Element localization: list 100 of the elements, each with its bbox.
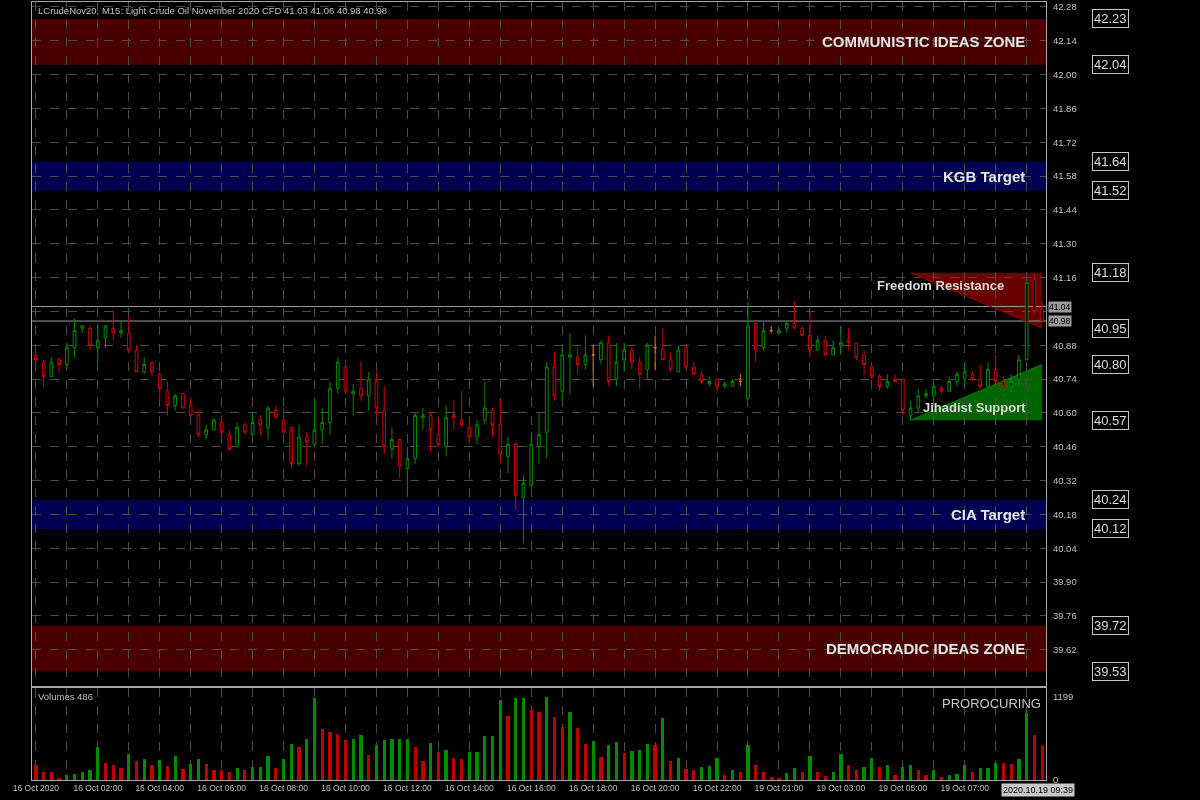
candlestick (204, 424, 209, 440)
candlestick (614, 342, 619, 387)
y-tick-label: 40.88 (1052, 339, 1077, 351)
annotation: Freedom Resistance (877, 278, 1005, 293)
bar (383, 740, 386, 780)
bar (119, 768, 123, 780)
band-label: KGB Target (943, 168, 1026, 185)
candlestick (498, 397, 503, 465)
y-tick-label: 40.32 (1052, 474, 1077, 486)
x-tick-label: 19 Oct 05:00 (878, 783, 928, 794)
candlestick (668, 351, 673, 373)
candlestick (792, 301, 797, 329)
band-label: DEMOCRADIC IDEAS ZONE (826, 640, 1026, 657)
candlestick (219, 414, 224, 436)
bar (367, 755, 370, 780)
bar (545, 697, 548, 780)
y-tick-label: 41.44 (1052, 204, 1077, 216)
bar (236, 768, 239, 780)
candlestick (893, 373, 897, 382)
candlestick (955, 371, 959, 387)
bar (150, 765, 154, 780)
bar (50, 772, 53, 780)
bar (739, 772, 742, 780)
y-tick-label: 41.58 (1052, 170, 1077, 182)
candlestick (475, 419, 479, 445)
candlestick (165, 380, 170, 416)
bar (220, 770, 223, 780)
bar (274, 768, 277, 780)
bar (801, 772, 804, 780)
candlestick (250, 412, 255, 436)
bar (158, 760, 161, 780)
text: 40.24 (1094, 492, 1127, 507)
candlestick (544, 361, 549, 460)
bar (174, 756, 177, 780)
candlestick (421, 407, 425, 431)
x-tick-label: 16 Oct 08:00 (259, 783, 309, 794)
candlestick (95, 322, 100, 363)
candlestick (722, 380, 727, 390)
bar (522, 698, 525, 780)
bar (630, 751, 634, 780)
bar (344, 740, 347, 780)
bar (723, 775, 726, 780)
bar (700, 767, 703, 780)
bar (893, 775, 897, 780)
bar (847, 765, 850, 780)
bar (514, 698, 517, 780)
candlestick (80, 325, 85, 334)
y-tick-label: 42.14 (1052, 34, 1077, 46)
bar (653, 745, 657, 780)
x-tick-label: 16 Oct 18:00 (568, 783, 618, 794)
bar (592, 741, 595, 780)
bar (243, 770, 246, 780)
bar (336, 734, 339, 780)
bar (839, 754, 843, 780)
bar (460, 759, 463, 780)
candlestick (359, 361, 363, 402)
bar (615, 742, 618, 780)
candlestick (506, 436, 510, 474)
x-tick-label: 16 Oct 02:00 (73, 783, 123, 794)
candlestick (513, 441, 518, 511)
candlestick (970, 371, 975, 382)
candlestick (839, 325, 843, 356)
candlestick (351, 383, 356, 416)
y-tick-label: 39.62 (1052, 644, 1077, 656)
bar (1033, 735, 1036, 780)
candlestick (784, 320, 789, 334)
bar (1017, 759, 1021, 780)
bar (561, 727, 564, 780)
candlestick (436, 417, 441, 448)
bar (475, 752, 479, 780)
candlestick (684, 347, 688, 370)
bar (576, 728, 579, 780)
text: 40.57 (1094, 413, 1127, 428)
candlestick (181, 393, 185, 409)
bar (599, 757, 603, 780)
candlestick (119, 320, 123, 339)
candlestick (575, 347, 580, 375)
bar (955, 774, 959, 780)
bar (282, 759, 285, 780)
candlestick (552, 351, 557, 402)
text: 2020.10.19 09:39 (1003, 785, 1074, 795)
y-tick-label: 40.46 (1052, 441, 1077, 453)
bar (832, 772, 835, 780)
candlestick (212, 417, 216, 431)
candlestick (258, 414, 263, 436)
candlestick (72, 318, 77, 358)
candlestick (916, 388, 921, 414)
ref-line-label: 41.04 (1049, 302, 1071, 312)
bar (940, 777, 943, 780)
candlestick (57, 356, 61, 373)
bar (979, 768, 982, 780)
bar (731, 770, 734, 780)
candlestick (34, 351, 38, 363)
bar (986, 768, 990, 780)
candlestick (591, 344, 596, 387)
bar (754, 765, 757, 780)
candlestick (537, 412, 541, 465)
candlestick (126, 315, 131, 353)
candlestick (939, 385, 944, 395)
bar (762, 772, 765, 780)
